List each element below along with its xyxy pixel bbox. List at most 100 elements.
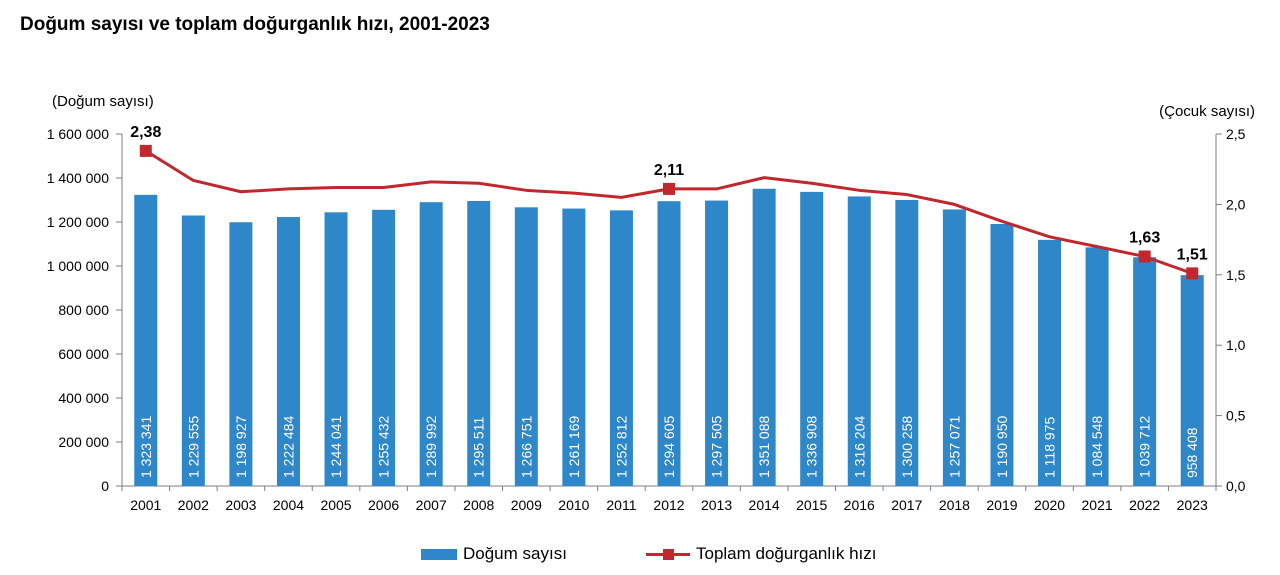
bar (990, 223, 1014, 486)
line-value-label: 2,11 (654, 162, 684, 179)
bar-value-label: 1 294 605 (661, 416, 677, 478)
x-tick-label: 2004 (273, 497, 304, 513)
left-tick-label: 1 200 000 (47, 214, 109, 230)
bar (1085, 247, 1109, 486)
bar (1133, 257, 1157, 486)
bar (324, 212, 348, 486)
bar (229, 222, 253, 486)
bar-value-label: 1 244 041 (328, 416, 344, 478)
bar-value-label: 1 084 548 (1089, 416, 1105, 478)
right-axis-unit-label: (Çocuk sayısı) (1159, 103, 1255, 120)
bar-value-label: 1 266 751 (518, 416, 534, 478)
line-marker (1186, 267, 1199, 280)
x-tick-label: 2003 (225, 497, 256, 513)
bar (181, 215, 205, 486)
bar-value-label: 1 118 975 (1042, 417, 1058, 478)
line-value-label: 2,38 (130, 124, 161, 141)
x-tick-label: 2013 (701, 497, 732, 513)
x-tick-label: 2005 (320, 497, 351, 513)
bar (847, 196, 871, 486)
right-tick-label: 0,0 (1226, 478, 1246, 494)
x-tick-label: 2015 (796, 497, 827, 513)
legend-bar-label: Doğum sayısı (463, 544, 567, 563)
x-tick-label: 2014 (749, 497, 780, 513)
bar-value-label: 958 408 (1184, 427, 1200, 478)
bar (562, 208, 586, 486)
bar (1038, 239, 1062, 486)
left-tick-label: 1 400 000 (47, 170, 109, 186)
line-marker (1138, 250, 1151, 263)
x-tick-label: 2023 (1177, 497, 1208, 513)
left-tick-label: 400 000 (58, 390, 109, 406)
bar-value-label: 1 229 555 (185, 416, 201, 478)
left-tick-label: 800 000 (58, 302, 109, 318)
line-value-label: 1,51 (1177, 246, 1208, 263)
bars (134, 188, 1204, 487)
fertility-line: 2,38 2,11 1,63 1,51 (130, 124, 1208, 280)
bar-value-label: 1 351 088 (756, 416, 772, 478)
bar-value-label: 1 297 505 (709, 416, 725, 478)
legend-line-item: Toplam doğurganlık hızı (646, 543, 877, 565)
bar-value-label: 1 190 950 (994, 416, 1010, 478)
bar (419, 202, 443, 486)
left-tick-label: 0 (101, 478, 109, 494)
left-tick-label: 1 600 000 (47, 126, 109, 142)
left-tick-label: 200 000 (58, 434, 109, 450)
bar (942, 209, 966, 486)
line-value-label: 1,63 (1129, 229, 1160, 246)
bar-value-label: 1 257 071 (946, 416, 962, 478)
bar-value-label: 1 039 712 (1137, 416, 1153, 478)
legend-bar-item: Doğum sayısı (421, 543, 567, 565)
bar (752, 188, 776, 487)
bar-value-label: 1 198 927 (233, 416, 249, 478)
axes: 0 200 000 400 000 600 000 800 000 1 000 000 1 … (47, 126, 1246, 494)
line-marker (663, 182, 675, 195)
x-tick-label: 2016 (844, 497, 875, 513)
x-tick-label: 2001 (130, 497, 161, 513)
right-tick-label: 0,5 (1226, 408, 1246, 424)
bar-value-label: 1 295 511 (471, 417, 487, 478)
legend-line-label: Toplam doğurganlık hızı (696, 544, 877, 563)
bar (657, 201, 681, 487)
x-tick-label: 2007 (416, 497, 447, 513)
bar-labels: 1 323 341 1 229 555 1 198 927 1 222 484 1 24… (138, 416, 1200, 478)
x-tick-label: 2002 (178, 497, 209, 513)
bar (895, 199, 919, 486)
right-tick-label: 2,0 (1226, 196, 1246, 212)
x-tick-label: 2006 (368, 497, 399, 513)
x-tick-label: 2018 (939, 497, 970, 513)
bar-value-label: 1 222 484 (280, 416, 296, 478)
x-tick-label: 2010 (558, 497, 589, 513)
bar (372, 209, 396, 486)
bar (134, 194, 158, 486)
right-tick-label: 2,5 (1226, 126, 1246, 142)
bar-value-label: 1 289 992 (423, 416, 439, 478)
legend-line-swatch (646, 548, 690, 560)
left-tick-label: 1 000 000 (47, 258, 109, 274)
bar-value-label: 1 336 908 (804, 416, 820, 478)
bar-value-label: 1 323 341 (138, 416, 154, 478)
bar (467, 200, 491, 486)
x-tick-labels: 2001 2002 2003 2004 2005 2006 2007 2008 2009 2010… (130, 497, 1208, 513)
x-tick-label: 2021 (1082, 497, 1113, 513)
x-tick-label: 2011 (606, 497, 636, 513)
legend-bar-swatch (421, 548, 457, 560)
chart-title: Doğum sayısı ve toplam doğurganlık hızı,… (20, 14, 490, 35)
bar (800, 191, 824, 486)
bar (276, 217, 300, 486)
bar-value-label: 1 255 432 (376, 416, 392, 478)
x-tick-label: 2012 (653, 497, 684, 513)
left-axis-unit-label: (Doğum sayısı) (52, 93, 154, 110)
x-tick-label: 2017 (891, 497, 922, 513)
bar-value-label: 1 316 204 (851, 416, 867, 478)
x-tick-label: 2022 (1129, 497, 1160, 513)
left-tick-label: 600 000 (58, 346, 109, 362)
x-tick-label: 2008 (463, 497, 494, 513)
line-marker (139, 144, 152, 157)
bar (609, 210, 633, 487)
bar-value-label: 1 300 258 (899, 416, 915, 478)
right-tick-label: 1,5 (1226, 267, 1246, 283)
x-tick-label: 2019 (986, 497, 1017, 513)
right-tick-label: 1,0 (1226, 337, 1246, 353)
